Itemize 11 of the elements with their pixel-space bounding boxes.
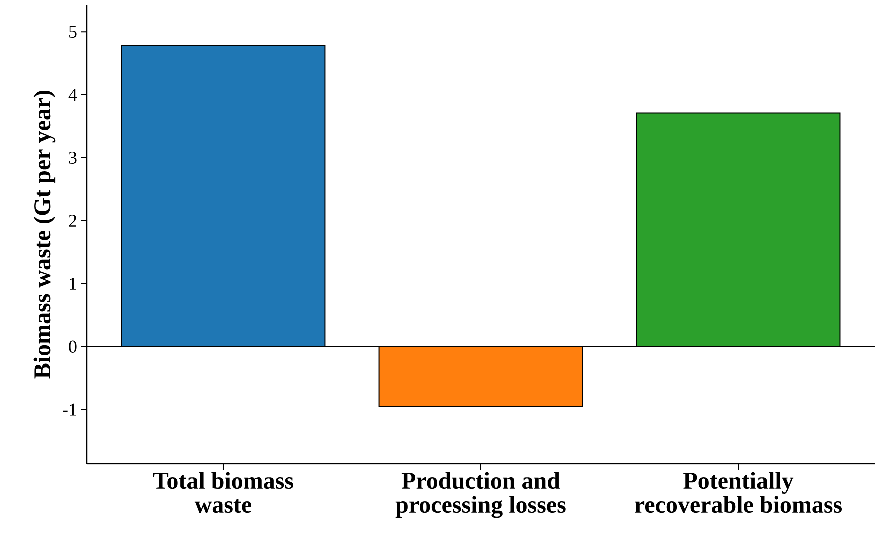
x-tick-label: Total biomass waste <box>153 472 294 514</box>
y-tick-label: 2 <box>69 214 76 227</box>
y-tick-label: 1 <box>70 278 76 290</box>
y-tick-label: -1 <box>63 404 76 416</box>
y-tick-label: 5 <box>70 26 77 38</box>
x-tick-label: Production and processing losses <box>396 472 566 518</box>
y-axis-title: Biomass waste (Gt per year) <box>34 90 56 379</box>
y-tick-label: 4 <box>68 89 78 101</box>
y-tick-label: 0 <box>69 340 77 353</box>
y-tick-label: 3 <box>69 152 77 164</box>
x-tick-label: Potentially recoverable biomass <box>635 472 842 514</box>
